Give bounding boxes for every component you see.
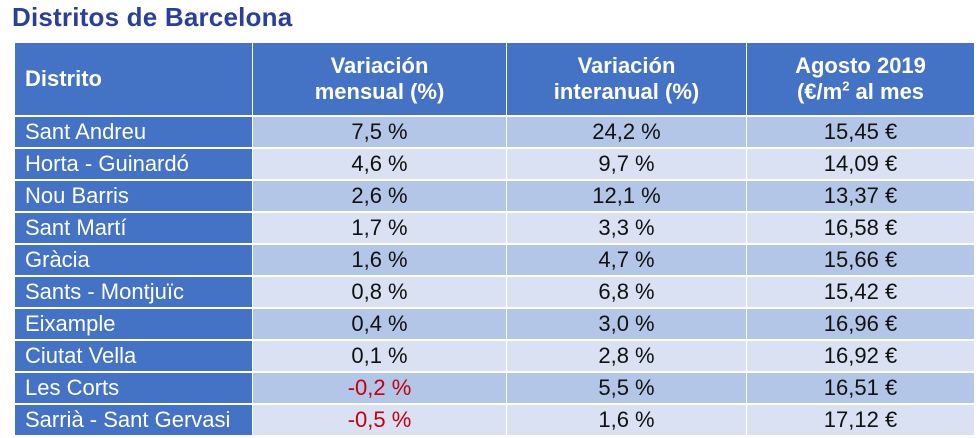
monthly-variation-cell: 0,1 % [252,339,507,373]
price-cell: 16,58 € [746,211,975,245]
price-cell: 15,66 € [746,243,975,277]
table-row: Sants - Montjuïc 0,8 % 6,8 % 15,42 € [14,275,975,309]
header-district: Distrito [14,42,253,117]
district-cell: Horta - Guinardó [14,147,253,181]
district-cell: Eixample [14,307,253,341]
table-row: Horta - Guinardó 4,6 % 9,7 % 14,09 € [14,147,975,181]
monthly-variation-cell: 2,6 % [252,179,507,213]
yearly-variation-cell: 9,7 % [506,147,747,181]
header-price-unit-sup: 2 [842,78,850,94]
yearly-variation-cell: 5,5 % [506,371,747,405]
monthly-variation-cell: 1,7 % [252,211,507,245]
monthly-variation-cell: 7,5 % [252,115,507,149]
monthly-variation-cell: 4,6 % [252,147,507,181]
yearly-variation-cell: 12,1 % [506,179,747,213]
yearly-variation-cell: 1,6 % [506,403,747,436]
monthly-variation-cell: 1,6 % [252,243,507,277]
table-row: Les Corts -0,2 % 5,5 % 16,51 € [14,371,975,405]
header-price-unit-post: al mes [849,79,925,104]
monthly-variation-cell: -0,2 % [252,371,507,405]
monthly-variation-cell: 0,4 % [252,307,507,341]
district-cell: Nou Barris [14,179,253,213]
header-row: Distrito Variación mensual (%) Variación… [14,42,975,117]
header-yearly-line1: Variación [577,53,676,78]
price-cell: 13,37 € [746,179,975,213]
price-cell: 14,09 € [746,147,975,181]
district-cell: Sants - Montjuïc [14,275,253,309]
table-row: Sant Martí 1,7 % 3,3 % 16,58 € [14,211,975,245]
yearly-variation-cell: 2,8 % [506,339,747,373]
yearly-variation-cell: 3,0 % [506,307,747,341]
price-cell: 15,42 € [746,275,975,309]
header-yearly-line2: interanual (%) [553,79,700,104]
price-cell: 17,12 € [746,403,975,436]
price-cell: 16,92 € [746,339,975,373]
yearly-variation-cell: 6,8 % [506,275,747,309]
district-cell: Sarrià - Sant Gervasi [14,403,253,436]
yearly-variation-cell: 24,2 % [506,115,747,149]
district-cell: Sant Andreu [14,115,253,149]
header-price-august-2019: Agosto 2019 (€/m2 al mes [746,42,975,117]
monthly-variation-cell: -0,5 % [252,403,507,436]
header-monthly-line1: Variación [330,53,429,78]
table-body: Sant Andreu 7,5 % 24,2 % 15,45 € Horta - Gui… [14,115,975,436]
price-cell: 16,51 € [746,371,975,405]
table-row: Sarrià - Sant Gervasi -0,5 % 1,6 % 17,12 € [14,403,975,436]
header-monthly-line2: mensual (%) [314,79,445,104]
district-cell: Gràcia [14,243,253,277]
table-header: Distrito Variación mensual (%) Variación… [14,42,975,117]
header-price-line2: (€/m2 al mes [747,79,974,105]
price-cell: 16,96 € [746,307,975,341]
districts-table: Distrito Variación mensual (%) Variación… [14,42,975,436]
table-row: Nou Barris 2,6 % 12,1 % 13,37 € [14,179,975,213]
header-yearly-variation: Variación interanual (%) [506,42,747,117]
yearly-variation-cell: 3,3 % [506,211,747,245]
monthly-variation-cell: 0,8 % [252,275,507,309]
header-price-line1: Agosto 2019 [795,53,926,78]
table-row: Ciutat Vella 0,1 % 2,8 % 16,92 € [14,339,975,373]
yearly-variation-cell: 4,7 % [506,243,747,277]
price-cell: 15,45 € [746,115,975,149]
table-row: Eixample 0,4 % 3,0 % 16,96 € [14,307,975,341]
district-cell: Ciutat Vella [14,339,253,373]
header-price-unit-pre: (€/m [796,79,843,104]
district-cell: Les Corts [14,371,253,405]
table-row: Gràcia 1,6 % 4,7 % 15,66 € [14,243,975,277]
page-title: Distritos de Barcelona [12,2,293,32]
district-cell: Sant Martí [14,211,253,245]
table-row: Sant Andreu 7,5 % 24,2 % 15,45 € [14,115,975,149]
header-monthly-variation: Variación mensual (%) [252,42,507,117]
